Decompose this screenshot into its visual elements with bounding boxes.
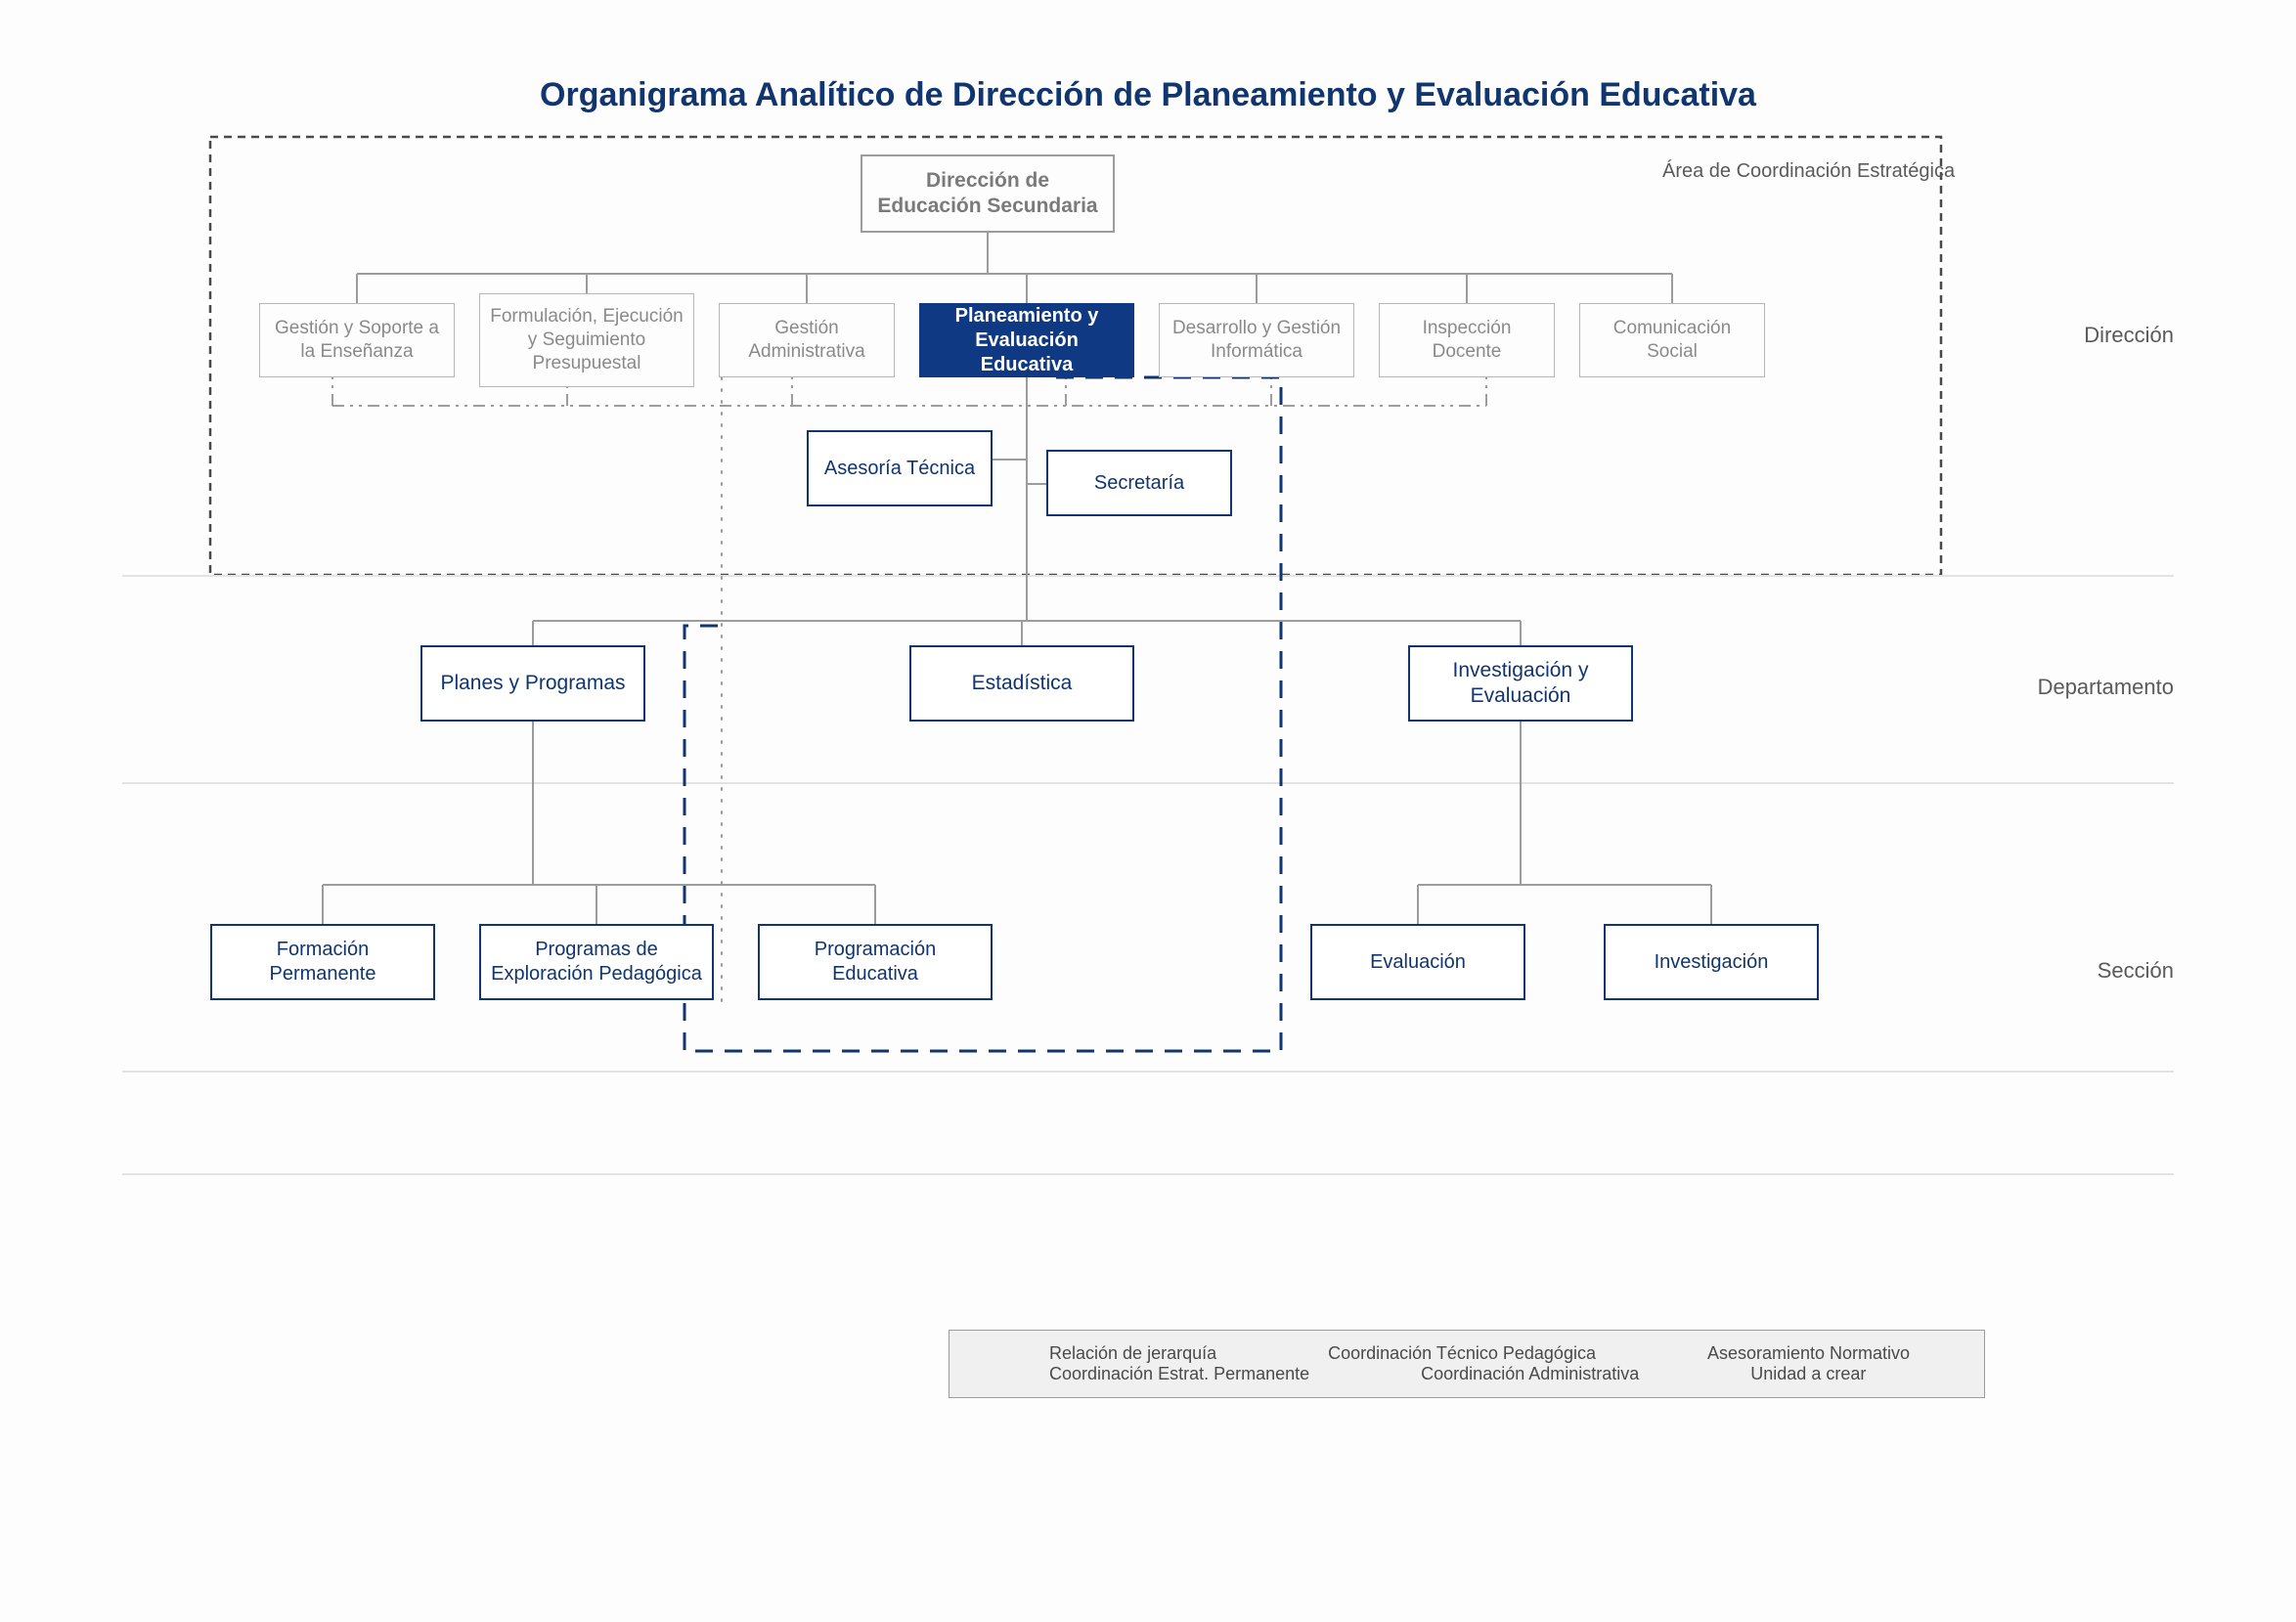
org-box-dep1: Planes y Programas xyxy=(420,645,645,722)
legend-label: Coordinación Técnico Pedagógica xyxy=(1328,1343,1596,1364)
legend: Relación de jerarquía Coordinación Técnic… xyxy=(949,1330,1985,1398)
org-box-dir3: Gestión Administrativa xyxy=(719,303,895,377)
section-divider xyxy=(122,1173,2174,1175)
org-box-dir7: Comunicación Social xyxy=(1579,303,1765,377)
org-box-dep2: Estadística xyxy=(909,645,1134,722)
legend-label: Unidad a crear xyxy=(1750,1364,1866,1384)
org-box-dir1: Gestión y Soporte a la Enseñanza xyxy=(259,303,455,377)
legend-item: Coordinación Estrat. Permanente xyxy=(967,1364,1309,1384)
org-box-sec1: Formación Permanente xyxy=(210,924,435,1000)
org-box-sec5: Investigación xyxy=(1604,924,1819,1000)
row-label: Departamento xyxy=(2038,675,2174,700)
legend-item: Coordinación Técnico Pedagógica xyxy=(1246,1343,1596,1364)
org-box-dir2: Formulación, Ejecución y Seguimiento Pre… xyxy=(479,293,694,387)
row-label: Sección xyxy=(2097,958,2174,984)
section-divider xyxy=(122,1071,2174,1073)
org-box-dir5: Desarrollo y Gestión Informática xyxy=(1159,303,1354,377)
section-divider xyxy=(122,575,2174,577)
org-box-sec4: Evaluación xyxy=(1310,924,1525,1000)
legend-item: Coordinación Administrativa xyxy=(1339,1364,1639,1384)
legend-label: Coordinación Administrativa xyxy=(1421,1364,1639,1384)
org-box-dep3: Investigación y Evaluación xyxy=(1408,645,1633,722)
legend-label: Relación de jerarquía xyxy=(1049,1343,1216,1364)
legend-label: Coordinación Estrat. Permanente xyxy=(1049,1364,1309,1384)
org-box-asesoria: Asesoría Técnica xyxy=(807,430,993,506)
legend-item: Relación de jerarquía xyxy=(967,1343,1216,1364)
org-box-secretaria: Secretaría xyxy=(1046,450,1232,516)
org-box-sec2: Programas de Exploración Pedagógica xyxy=(479,924,714,1000)
legend-item: Unidad a crear xyxy=(1668,1364,1866,1384)
org-box-sec3: Programación Educativa xyxy=(758,924,993,1000)
org-box-dir6: Inspección Docente xyxy=(1379,303,1555,377)
row-label: Dirección xyxy=(2084,323,2174,348)
org-box-root: Dirección de Educación Secundaria xyxy=(861,154,1115,233)
strategic-area-label: Área de Coordinación Estratégica xyxy=(1662,160,1955,183)
legend-label: Asesoramiento Normativo xyxy=(1707,1343,1910,1364)
page-title: Organigrama Analítico de Dirección de Pl… xyxy=(0,76,2296,114)
org-box-dir4: Planeamiento y Evaluación Educativa xyxy=(919,303,1134,377)
section-divider xyxy=(122,782,2174,784)
legend-item: Asesoramiento Normativo xyxy=(1625,1343,1910,1364)
org-chart-page: Organigrama Analítico de Dirección de Pl… xyxy=(0,0,2296,1622)
